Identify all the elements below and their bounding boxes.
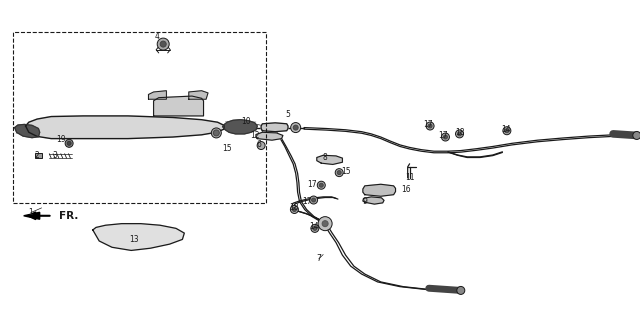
Circle shape [160,41,166,47]
Text: 10: 10 [241,117,252,126]
Text: 7: 7 [316,254,321,263]
Text: 17: 17 [307,180,317,189]
Circle shape [312,198,316,202]
Polygon shape [261,123,288,132]
Circle shape [458,132,461,136]
Bar [35,153,42,158]
Polygon shape [256,132,283,140]
Polygon shape [189,91,208,99]
Circle shape [428,124,432,128]
Text: 18: 18 [455,128,464,137]
Circle shape [313,226,317,230]
Bar [13,32,266,203]
Text: 1: 1 [28,208,33,217]
Text: 12: 12 [250,131,259,140]
Polygon shape [363,197,384,204]
Text: 15: 15 [222,144,232,152]
Text: 2: 2 [35,152,40,160]
Circle shape [317,181,325,189]
Circle shape [335,169,343,177]
Text: FR.: FR. [59,211,78,221]
Polygon shape [223,120,257,134]
Text: 17: 17 [438,131,448,140]
Circle shape [291,123,301,133]
Polygon shape [148,91,166,99]
Text: 15: 15 [340,167,351,176]
Text: 16: 16 [401,185,412,193]
Text: 17: 17 [422,120,433,129]
Polygon shape [363,184,396,196]
Circle shape [505,129,509,133]
Circle shape [318,217,332,231]
Polygon shape [317,155,342,164]
Circle shape [426,122,434,130]
Circle shape [293,125,298,130]
Text: 9: 9 [362,197,367,206]
Text: 19: 19 [56,135,66,144]
Circle shape [65,139,73,147]
Circle shape [456,130,463,138]
Polygon shape [15,124,40,138]
Text: 18: 18 [289,203,298,212]
Circle shape [503,127,511,135]
Text: 6: 6 [257,140,262,149]
Text: 4: 4 [154,32,159,41]
Circle shape [633,131,640,140]
Circle shape [157,38,169,50]
Circle shape [67,141,71,145]
Circle shape [310,196,317,204]
Circle shape [442,133,449,141]
Circle shape [311,224,319,232]
Circle shape [322,220,328,227]
Polygon shape [154,96,204,116]
Text: 14: 14 [308,222,319,231]
Text: 8: 8 [323,153,328,162]
Circle shape [319,183,323,187]
Text: 17: 17 [302,197,312,206]
Text: 13: 13 [129,235,140,244]
Text: 11: 11 [405,174,414,182]
Circle shape [213,130,220,136]
Circle shape [291,205,298,214]
Circle shape [292,208,296,211]
Polygon shape [93,224,184,250]
Text: 5: 5 [285,111,291,119]
Polygon shape [26,116,224,139]
Circle shape [457,286,465,295]
Circle shape [211,128,221,138]
Polygon shape [24,212,40,219]
Circle shape [444,135,447,139]
Text: 14: 14 [500,125,511,134]
Text: 3: 3 [52,152,57,160]
Circle shape [257,141,265,150]
Circle shape [337,171,341,175]
